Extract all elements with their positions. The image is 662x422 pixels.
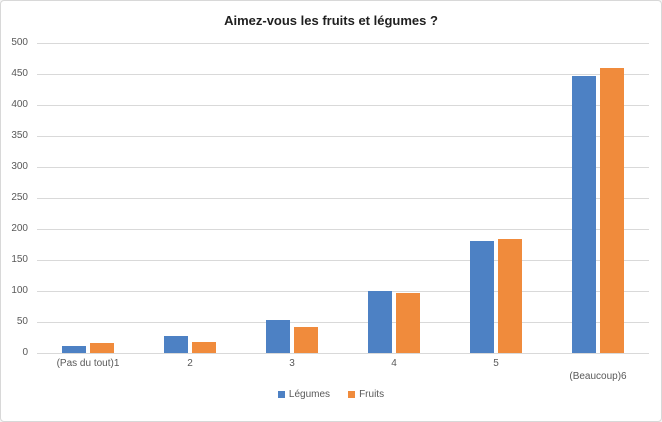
gridline-500 [37, 43, 649, 44]
bar-légumes-4 [368, 291, 392, 353]
y-tick-label-300: 300 [11, 161, 28, 172]
gridline-400 [37, 105, 649, 106]
bar-légumes-2 [164, 336, 188, 353]
gridline-450 [37, 74, 649, 75]
y-tick-label-250: 250 [11, 192, 28, 203]
x-tick-label-6: (Beaucoup)6 [569, 371, 627, 382]
legend-item-fruits: Fruits [348, 389, 384, 400]
gridline-100 [37, 291, 649, 292]
bar-légumes-6 [572, 75, 596, 353]
x-tick-label-2: 2 [187, 358, 193, 369]
x-tick-label-4: 4 [391, 358, 397, 369]
gridline-150 [37, 260, 649, 261]
gridline-0 [37, 353, 649, 354]
y-tick-label-50: 50 [16, 316, 28, 327]
x-tick-label-3: 3 [289, 358, 295, 369]
bar-fruits-5 [498, 238, 522, 353]
bar-group-2 [139, 43, 241, 353]
bar-group-3 [241, 43, 343, 353]
y-tick-label-400: 400 [11, 99, 28, 110]
y-tick-label-0: 0 [22, 347, 28, 358]
bar-group-1 [37, 43, 139, 353]
legend-label-légumes: Légumes [288, 389, 331, 400]
bar-fruits-4 [396, 292, 420, 353]
plot-area [37, 43, 649, 354]
bar-légumes-5 [470, 241, 494, 353]
bar-fruits-1 [90, 343, 114, 353]
y-axis: 0 50 100 150 200 250 300 350 400 450 500 [1, 37, 30, 358]
gridline-350 [37, 136, 649, 137]
y-tick-label-450: 450 [11, 68, 28, 79]
legend-label-fruits: Fruits [359, 389, 385, 400]
bar-group-5 [445, 43, 547, 353]
y-tick-label-100: 100 [11, 285, 28, 296]
bar-légumes-1 [62, 345, 86, 353]
bar-group-6 [547, 43, 649, 353]
y-tick-label-150: 150 [11, 254, 28, 265]
gridline-50 [37, 322, 649, 323]
x-tick-label-5: 5 [493, 358, 499, 369]
legend-item-légumes: Légumes [277, 389, 331, 400]
chart-title: Aimez-vous les fruits et légumes ? [224, 13, 438, 28]
y-tick-label-350: 350 [11, 130, 28, 141]
bar-fruits-2 [192, 341, 216, 353]
y-tick-label-500: 500 [11, 37, 28, 48]
legend: Légumes Fruits [1, 389, 661, 400]
bar-fruits-3 [294, 326, 318, 353]
x-axis: (Pas du tout)1 2 3 4 5 (Beaucoup)6 [37, 358, 649, 382]
bar-fruits-6 [600, 67, 624, 353]
gridline-250 [37, 198, 649, 199]
legend-swatch-légumes [277, 391, 285, 398]
bar-légumes-3 [266, 320, 290, 353]
bar-group-4 [343, 43, 445, 353]
y-tick-label-200: 200 [11, 223, 28, 234]
gridline-300 [37, 167, 649, 168]
legend-swatch-fruits [348, 391, 356, 398]
gridline-200 [37, 229, 649, 230]
x-tick-label-1: (Pas du tout)1 [56, 358, 120, 369]
